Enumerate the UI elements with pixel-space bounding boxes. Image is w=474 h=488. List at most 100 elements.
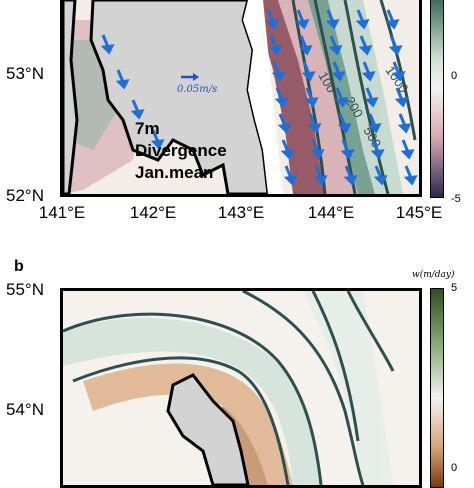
velocity-arrow [302, 61, 311, 75]
velocity-arrow [278, 113, 287, 127]
velocity-arrow [389, 35, 398, 49]
velocity-arrow-head [373, 175, 388, 186]
velocity-arrow-head [310, 149, 325, 160]
velocity-arrow [269, 35, 278, 49]
panel-b-map [60, 288, 422, 488]
velocity-arrow [374, 165, 383, 179]
velocity-arrow-head [337, 123, 352, 134]
velocity-arrow-head [100, 44, 115, 55]
colorbar-b-tick-5: 5 [451, 282, 458, 294]
velocity-arrow [296, 9, 305, 23]
velocity-arrow-head [403, 175, 418, 186]
colorbar-tick-minus5: -5 [451, 193, 461, 205]
velocity-arrow [341, 139, 350, 153]
land-mainland [63, 0, 79, 194]
velocity-arrow [401, 139, 410, 153]
velocity-arrow-head [283, 175, 298, 186]
lat-label-54n: 54°N [6, 400, 44, 419]
panel-letter-b: b [14, 258, 24, 275]
panel-a-map: 100 200 500 1000 0.05m/s 7m Divergence J… [60, 0, 422, 197]
panel-a: 100 200 500 1000 0.05m/s 7m Divergence J… [0, 0, 474, 240]
scale-arrow-label: 0.05m/s [177, 84, 218, 95]
panel-b-colorbar [430, 288, 444, 488]
velocity-arrow [305, 87, 314, 101]
annotation-depth: 7m [135, 119, 160, 138]
velocity-arrow [281, 139, 290, 153]
velocity-arrow-head [268, 45, 283, 56]
velocity-arrow [151, 129, 160, 143]
lon-label-142e: 142°E [129, 203, 177, 222]
depth-contours-b [63, 291, 395, 485]
velocity-arrow-head [265, 19, 280, 30]
velocity-arrow-head [385, 19, 400, 30]
colorbar-title: w(m/day) [412, 270, 455, 280]
velocity-arrow [272, 61, 281, 75]
lat-label-53n: 53°N [6, 64, 44, 83]
velocity-arrow [311, 139, 320, 153]
velocity-arrow [266, 9, 275, 23]
velocity-arrow [314, 165, 323, 179]
velocity-arrow [101, 34, 110, 48]
velocity-arrow [344, 165, 353, 179]
velocity-arrow-head [364, 97, 379, 108]
velocity-arrow [404, 165, 413, 179]
annotation-period: Jan.mean [135, 163, 214, 182]
velocity-arrow [308, 113, 317, 127]
panel-b-map-svg [63, 291, 419, 485]
velocity-arrow [335, 87, 344, 101]
velocity-arrows [100, 9, 418, 186]
annotation-field: Divergence [135, 141, 227, 160]
lat-label-55n: 55°N [6, 280, 44, 299]
velocity-arrow-head [150, 139, 165, 150]
velocity-arrow-head [340, 149, 355, 160]
colorbar-tick-0: 0 [451, 70, 458, 82]
velocity-arrow-head [391, 71, 406, 82]
scale-arrow-head [193, 73, 199, 81]
velocity-arrow-head [115, 79, 130, 90]
lon-label-145e: 145°E [395, 203, 443, 222]
velocity-arrow-head [358, 45, 373, 56]
velocity-arrow-head [394, 97, 409, 108]
velocity-arrow-head [301, 71, 316, 82]
velocity-arrow-head [304, 97, 319, 108]
lat-label-52n: 52°N [6, 186, 44, 205]
velocity-arrow-head [313, 175, 328, 186]
velocity-arrow [359, 35, 368, 49]
velocity-arrow-head [355, 19, 370, 30]
velocity-arrow [398, 113, 407, 127]
velocity-arrow-head [280, 149, 295, 160]
velocity-arrow-head [397, 123, 412, 134]
velocity-arrow [284, 165, 293, 179]
velocity-arrow [395, 87, 404, 101]
velocity-arrow-head [328, 45, 343, 56]
velocity-arrow [362, 61, 371, 75]
velocity-arrow-head [370, 149, 385, 160]
velocity-arrow-head [307, 123, 322, 134]
velocity-arrow-head [343, 175, 358, 186]
velocity-arrow-head [295, 19, 310, 30]
velocity-arrow [329, 35, 338, 49]
velocity-arrow-head [271, 71, 286, 82]
velocity-arrow [326, 9, 335, 23]
velocity-arrow-head [274, 97, 289, 108]
velocity-arrow [131, 99, 140, 113]
velocity-arrow [356, 9, 365, 23]
annotation-text: 7m Divergence Jan.mean [135, 118, 227, 184]
velocity-arrow-head [388, 45, 403, 56]
lon-label-144e: 144°E [307, 203, 355, 222]
velocity-arrow-head [130, 109, 145, 120]
velocity-arrow-head [331, 71, 346, 82]
velocity-arrow [392, 61, 401, 75]
velocity-arrow-head [367, 123, 382, 134]
panel-b: b w(m/day) 55°N 54°N 5 0 [0, 240, 474, 488]
velocity-arrow [338, 113, 347, 127]
velocity-arrow-head [298, 45, 313, 56]
velocity-arrow [365, 87, 374, 101]
velocity-arrow [116, 69, 125, 83]
panel-a-map-svg: 100 200 500 1000 [63, 0, 419, 194]
velocity-arrow-head [400, 149, 415, 160]
colorbar-b-tick-0: 0 [451, 462, 458, 474]
velocity-arrow [275, 87, 284, 101]
lon-label-141e: 141°E [38, 203, 86, 222]
velocity-arrow [371, 139, 380, 153]
